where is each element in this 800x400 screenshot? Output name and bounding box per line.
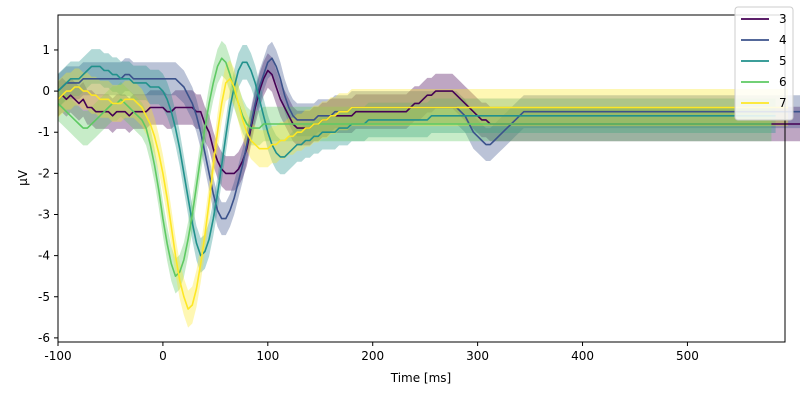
x-tick-label: 0 — [159, 349, 167, 363]
y-axis-label: µV — [16, 169, 30, 186]
series-line-5 — [57, 61, 776, 257]
legend-label-7: 7 — [779, 96, 787, 110]
legend: 3 4 5 6 7 — [734, 6, 794, 121]
ci-band-5 — [58, 45, 776, 273]
confidence-bands — [58, 40, 800, 328]
x-tick-label: 100 — [256, 349, 279, 363]
y-tick-label: -5 — [38, 290, 50, 304]
series-lines — [57, 57, 800, 310]
x-tick-label: 400 — [571, 349, 594, 363]
x-tick-label: 500 — [676, 349, 699, 363]
ci-band-6 — [58, 40, 772, 294]
series-line-7 — [57, 78, 789, 310]
ci-band-7 — [58, 60, 789, 328]
legend-label-3: 3 — [779, 12, 787, 26]
x-tick-label: 200 — [361, 349, 384, 363]
y-tick-label: -2 — [38, 166, 50, 180]
y-tick-label: -1 — [38, 125, 50, 139]
y-tick-label: -6 — [38, 331, 50, 345]
y-axis-ticks: -6 -5 -4 -3 -2 -1 0 1 — [38, 43, 58, 345]
x-tick-label: 300 — [466, 349, 489, 363]
legend-label-6: 6 — [779, 75, 787, 89]
y-tick-label: -3 — [38, 207, 50, 221]
x-tick-label: -100 — [44, 349, 71, 363]
legend-label-5: 5 — [779, 54, 787, 68]
plot-frame — [57, 14, 786, 343]
series-line-4 — [57, 57, 800, 220]
x-axis-ticks: -100 0 100 200 300 400 500 — [44, 342, 699, 363]
legend-box — [734, 6, 794, 121]
legend-label-4: 4 — [779, 33, 787, 47]
x-axis-label: Time [ms] — [390, 371, 452, 385]
y-tick-label: -4 — [38, 249, 50, 263]
ci-band-4 — [58, 41, 800, 236]
y-tick-label: 0 — [42, 84, 50, 98]
series-line-6 — [57, 57, 772, 278]
y-tick-label: 1 — [42, 43, 50, 57]
